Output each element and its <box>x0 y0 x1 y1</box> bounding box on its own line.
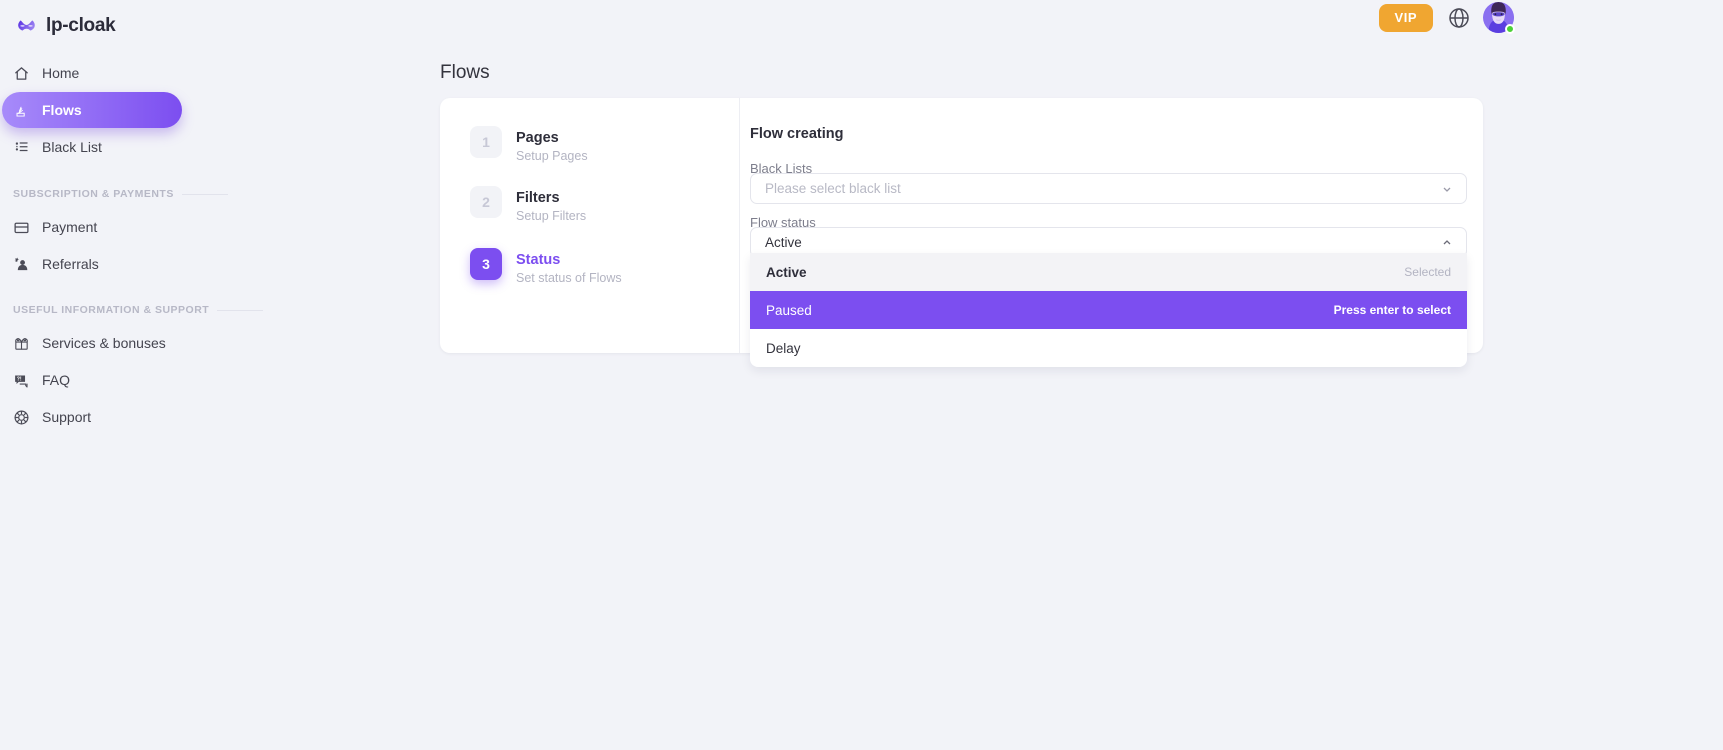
svg-text:?!: ?! <box>17 376 22 382</box>
